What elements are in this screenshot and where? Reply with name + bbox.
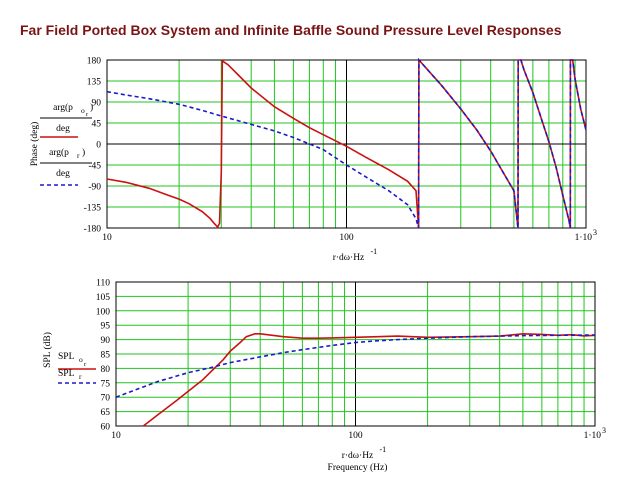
phase-legend-2-num: arg(p [49,147,69,158]
phase-legend-1-num: arg(p [53,102,73,113]
spl-xtick-label: 10 [111,431,121,441]
phase-ytick-label: 180 [87,57,102,67]
phase-legend-1-close: ) [90,102,93,113]
phase-ytick-label: 90 [92,99,102,109]
spl-ytick-label: 105 [96,293,111,303]
phase-xtick-label: 100 [339,233,354,243]
phase-xlabel: r·dω·Hz [333,253,365,263]
phase-legend-1-subsub: r [86,111,89,118]
phase-legend-2-sub: r [77,151,80,160]
phase-ylabel: Phase (deg) [29,122,40,167]
spl-xlabel2: Frequency (Hz) [328,462,388,473]
spl-xtick-label: 100 [348,431,363,441]
spl-ytick-label: 70 [101,394,111,404]
phase-ytick-label: -135 [84,204,102,214]
spl-ytick-label: 85 [101,351,111,361]
chart-phase [106,57,587,229]
spl-series-1 [142,332,596,427]
spl-ytick-label: 90 [101,336,111,346]
phase-ytick-label: -45 [88,162,101,172]
spl-ytick-label: 100 [96,307,111,317]
spl-ytick-label: 65 [101,408,111,418]
phase-legend-2-den: deg [56,169,70,179]
phase-legend-1-den: deg [56,124,70,134]
phase-xtick-label: 10 [102,233,112,243]
phase-legend-2-close: ) [82,147,85,158]
spl-series-2 [115,334,596,398]
phase-xtick-label: 1·10 [575,233,593,243]
spl-ytick-label: 95 [101,322,111,332]
phase-ytick-label: -180 [84,225,102,235]
phase-legend-1-sub: o [81,106,85,115]
page-title: Far Field Ported Box System and Infinite… [20,22,562,38]
spl-ytick-label: 75 [101,379,111,389]
spl-legend-2-sub: r [79,372,82,381]
spl-xlabel-sup: -1 [380,445,387,454]
phase-ytick-label: 0 [96,141,101,151]
spl-legend-1-sub: o [79,355,83,364]
spl-legend-1-label: SPL [58,352,75,362]
spl-legend-1-subsub: r [84,361,87,368]
phase-ytick-label: 45 [92,120,102,130]
spl-frame [115,281,596,427]
chart-spl [115,281,596,427]
phase-ytick-label: -90 [88,183,101,193]
phase-series-2 [106,57,587,229]
spl-ytick-label: 110 [96,279,110,289]
spl-ylabel: SPL (dB) [42,332,53,368]
spl-legend-2-label: SPL [58,369,75,379]
spl-ytick-label: 60 [101,423,111,433]
phase-xtick-sup: 3 [593,228,597,237]
phase-xlabel-sup: -1 [371,247,378,256]
spl-ytick-label: 80 [101,365,111,375]
phase-frame [106,59,587,229]
spl-xtick-sup: 3 [602,426,606,435]
spl-xtick-label: 1·10 [584,431,602,441]
phase-ytick-label: 135 [87,78,102,88]
spl-xlabel: r·dω·Hz [342,451,374,461]
